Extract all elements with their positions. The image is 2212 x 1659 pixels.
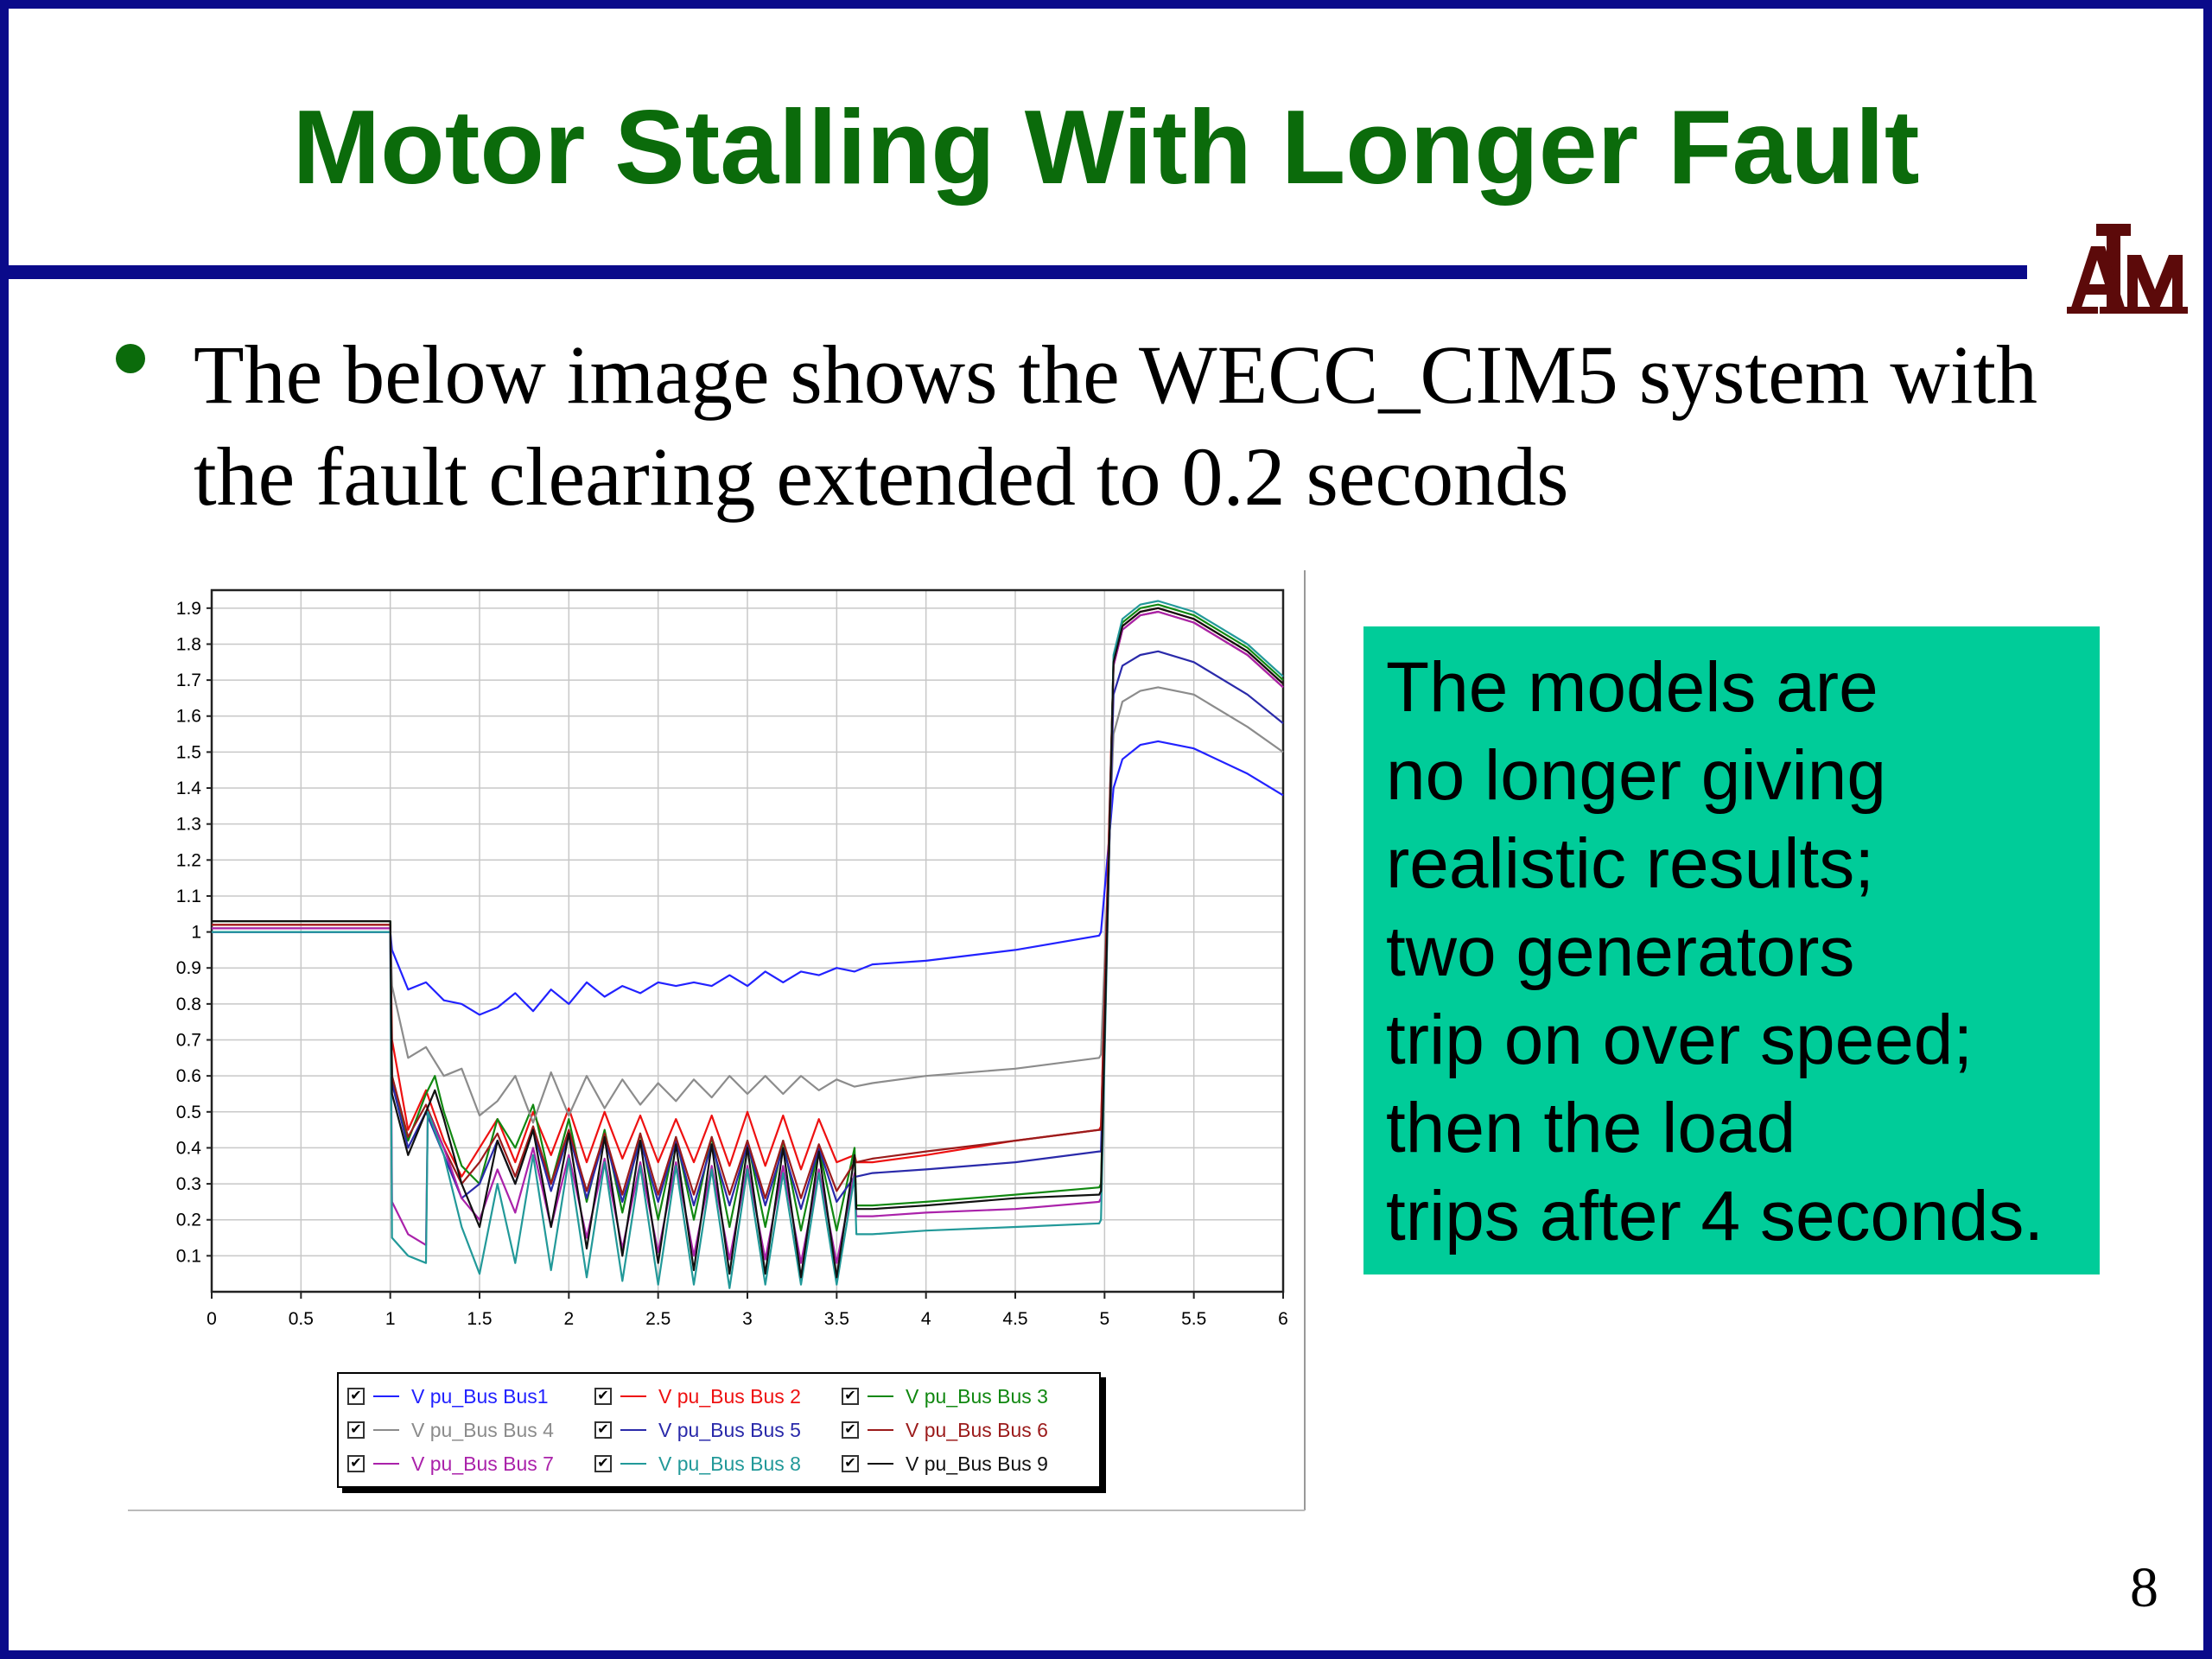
- y-tick-label: 0.9: [176, 958, 201, 978]
- x-tick-label: 2: [563, 1309, 574, 1329]
- y-tick-label: 1.3: [176, 815, 201, 835]
- legend-label: V pu_Bus Bus 2: [658, 1384, 801, 1408]
- legend-item[interactable]: ✔ V pu_Bus Bus 8: [594, 1448, 801, 1479]
- callout-line: realistic results;: [1386, 824, 1875, 903]
- y-tick-label: 1.9: [176, 599, 201, 619]
- x-tick-label: 4.5: [1002, 1309, 1027, 1329]
- page-number: 8: [2130, 1556, 2158, 1619]
- callout-box: The models are no longer giving realisti…: [1363, 626, 2100, 1274]
- callout-line: no longer giving: [1386, 736, 1886, 815]
- y-tick-label: 1: [191, 923, 201, 943]
- series-line-bus-6: [212, 610, 1284, 1199]
- legend-swatch: [868, 1395, 893, 1397]
- legend-checkbox[interactable]: ✔: [842, 1421, 859, 1439]
- legend-item[interactable]: ✔ V pu_Bus Bus 5: [594, 1414, 801, 1446]
- legend-label: V pu_Bus Bus1: [411, 1384, 549, 1408]
- x-tick-label: 1.5: [467, 1309, 492, 1329]
- y-tick-label: 1.1: [176, 887, 201, 906]
- legend-swatch: [868, 1463, 893, 1465]
- y-tick-label: 0.1: [176, 1246, 201, 1266]
- x-tick-label: 3: [742, 1309, 753, 1329]
- slide-title: Motor Stalling With Longer Fault: [292, 88, 1920, 206]
- legend-label: V pu_Bus Bus 8: [658, 1452, 801, 1475]
- legend-checkbox[interactable]: ✔: [594, 1421, 612, 1439]
- title-divider: [9, 265, 2027, 279]
- legend-swatch: [868, 1429, 893, 1431]
- legend-swatch: [620, 1463, 646, 1465]
- legend-checkbox[interactable]: ✔: [347, 1455, 365, 1472]
- legend-checkbox[interactable]: ✔: [842, 1455, 859, 1472]
- callout-line: trip on over speed;: [1386, 1001, 1974, 1079]
- x-tick-label: 0.5: [289, 1309, 314, 1329]
- y-tick-label: 1.2: [176, 850, 201, 870]
- atm-logo-icon: [2067, 224, 2188, 314]
- y-tick-label: 1.7: [176, 671, 201, 690]
- legend-item[interactable]: ✔ V pu_Bus Bus 9: [842, 1448, 1048, 1479]
- y-tick-label: 1.8: [176, 634, 201, 654]
- legend-label: V pu_Bus Bus 5: [658, 1418, 801, 1441]
- x-tick-label: 5: [1099, 1309, 1109, 1329]
- legend-swatch: [373, 1429, 399, 1431]
- y-tick-label: 1.6: [176, 707, 201, 727]
- y-tick-label: 0.8: [176, 995, 201, 1014]
- y-tick-label: 0.5: [176, 1103, 201, 1122]
- y-tick-label: 1.5: [176, 742, 201, 762]
- x-tick-label: 3.5: [824, 1309, 849, 1329]
- x-tick-label: 0: [207, 1309, 217, 1329]
- legend-item[interactable]: ✔ V pu_Bus Bus 4: [347, 1414, 554, 1446]
- bullet-point-icon: [116, 344, 145, 373]
- legend-label: V pu_Bus Bus 6: [906, 1418, 1048, 1441]
- legend-checkbox[interactable]: ✔: [347, 1421, 365, 1439]
- y-tick-label: 1.4: [176, 779, 202, 798]
- y-tick-label: 0.7: [176, 1031, 201, 1051]
- legend-swatch: [373, 1395, 399, 1397]
- legend-item[interactable]: ✔ V pu_Bus Bus 2: [594, 1381, 801, 1412]
- series-line-bus-1: [212, 740, 1284, 1016]
- university-logo: [2065, 220, 2190, 328]
- legend-label: V pu_Bus Bus 4: [411, 1418, 554, 1441]
- chart-svg: 0 0.5 1 1.5 2 2.5 3 3.5 4 4.5 5 5.5 6 0.1 0.2 0.3 0.4 0.5…: [128, 570, 1306, 1511]
- y-tick-label: 0.2: [176, 1211, 201, 1230]
- legend-item[interactable]: ✔ V pu_Bus Bus 7: [347, 1448, 554, 1479]
- legend-label: V pu_Bus Bus 7: [411, 1452, 554, 1475]
- legend-swatch: [620, 1429, 646, 1431]
- x-tick-label: 6: [1278, 1309, 1288, 1329]
- y-tick-label: 0.3: [176, 1174, 201, 1194]
- series-line-bus-9: [212, 607, 1284, 1279]
- legend-item[interactable]: ✔ V pu_Bus Bus 3: [842, 1381, 1048, 1412]
- callout-line: The models are: [1386, 648, 1878, 727]
- x-tick-label: 1: [385, 1309, 396, 1329]
- legend-checkbox[interactable]: ✔: [842, 1388, 859, 1405]
- callout-line: trips after 4 seconds.: [1386, 1177, 2044, 1255]
- x-tick-label: 5.5: [1181, 1309, 1206, 1329]
- callout-line: then the load: [1386, 1089, 1796, 1167]
- legend-label: V pu_Bus Bus 3: [906, 1384, 1048, 1408]
- legend-swatch: [620, 1395, 646, 1397]
- legend-item[interactable]: ✔ V pu_Bus Bus 6: [842, 1414, 1048, 1446]
- chart-legend: ✔ V pu_Bus Bus1 ✔ V pu_Bus Bus 2 ✔ V pu_Bus B…: [337, 1372, 1101, 1488]
- legend-checkbox[interactable]: ✔: [347, 1388, 365, 1405]
- legend-checkbox[interactable]: ✔: [594, 1388, 612, 1405]
- legend-item[interactable]: ✔ V pu_Bus Bus1: [347, 1381, 549, 1412]
- callout-line: two generators: [1386, 912, 1855, 991]
- bullet-text: The below image shows the WECC_CIM5 syst…: [194, 328, 2038, 523]
- legend-swatch: [373, 1463, 399, 1465]
- voltage-chart: 0 0.5 1 1.5 2 2.5 3 3.5 4 4.5 5 5.5 6 0.1 0.2 0.3 0.4 0.5…: [125, 566, 1309, 1516]
- y-tick-label: 0.6: [176, 1066, 201, 1086]
- x-tick-label: 2.5: [645, 1309, 671, 1329]
- y-tick-label: 0.4: [176, 1138, 202, 1158]
- legend-checkbox[interactable]: ✔: [594, 1455, 612, 1472]
- series-line-bus-8: [212, 600, 1284, 1289]
- x-tick-label: 4: [921, 1309, 931, 1329]
- legend-label: V pu_Bus Bus 9: [906, 1452, 1048, 1475]
